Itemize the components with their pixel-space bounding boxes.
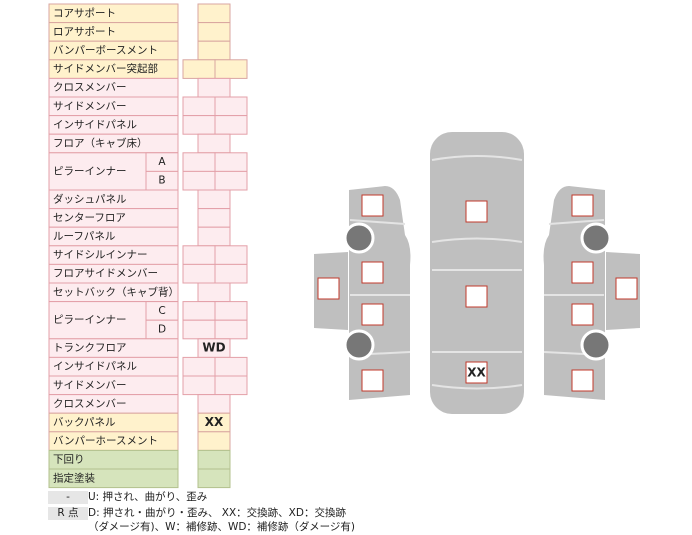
row-label: インサイドパネル — [53, 119, 137, 131]
legend-key-box — [48, 507, 88, 520]
check-cell — [197, 40, 231, 61]
row-label: サイドシルインナー — [53, 249, 148, 261]
sub-label: B — [158, 175, 165, 187]
row-label: バックパネル — [53, 417, 115, 429]
check-cell — [197, 226, 231, 247]
row-label: ロアサポート — [53, 26, 116, 38]
legend-key: - — [66, 491, 70, 503]
check-cell — [197, 282, 231, 303]
check-cell — [214, 356, 248, 377]
row-label: ピラーインナー — [53, 314, 127, 326]
check-cell — [182, 96, 216, 117]
row-label: バンパーボースメント — [53, 45, 158, 57]
legend-key-box — [48, 491, 88, 504]
check-cell — [197, 208, 231, 228]
legend-text: （ダメージ有)、W：補修跡、WD：補修跡（ダメージ有) — [88, 520, 355, 533]
row-label: トランクフロア — [53, 342, 127, 354]
check-cell — [197, 77, 231, 98]
row-label: サイドメンバー — [53, 379, 127, 391]
check-cell — [182, 263, 216, 284]
check-cell — [197, 189, 231, 210]
row-label: コアサポート — [53, 7, 116, 19]
row-label-cell — [48, 468, 179, 489]
check-cell — [214, 301, 248, 321]
check-cell — [182, 152, 216, 172]
diagram-mark: XX — [467, 366, 486, 380]
legend-key: R 点 — [57, 507, 78, 519]
row-label: 下回り — [53, 454, 85, 466]
check-cell — [182, 319, 216, 340]
row-label: ダッシュパネル — [53, 192, 127, 205]
check-cell — [182, 115, 216, 135]
row-label: ピラーインナー — [53, 165, 127, 177]
car-body — [430, 132, 524, 414]
row-label: フロアサイドメンバー — [53, 268, 158, 280]
check-cell — [182, 59, 216, 79]
car-diagram: XX — [314, 132, 640, 414]
row-label: ルーフパネル — [53, 231, 115, 243]
check-cell — [182, 170, 216, 191]
row-mark: XX — [205, 415, 224, 429]
right-side — [543, 186, 605, 400]
check-cell — [214, 245, 248, 265]
row-label: サイドメンバー — [53, 100, 127, 112]
row-label: インサイドパネル — [53, 361, 137, 373]
row-label: 指定塗装 — [53, 471, 95, 484]
check-cell — [214, 152, 248, 172]
check-cell — [197, 133, 231, 154]
legend-text: D: 押され・曲がり・歪み、 XX：交換跡、XD：交換跡 — [88, 506, 346, 519]
check-cell — [182, 245, 216, 265]
check-cell — [214, 96, 248, 117]
check-cell — [214, 115, 248, 135]
check-cell — [197, 22, 231, 42]
check-cell — [197, 431, 231, 451]
left-side — [349, 186, 411, 400]
sub-label: C — [158, 305, 165, 317]
check-cell — [197, 468, 231, 489]
sub-label: D — [158, 324, 166, 336]
row-label: フロア（キャブ床） — [53, 137, 148, 150]
check-cell — [182, 375, 216, 396]
check-cell — [214, 319, 248, 340]
row-mark: WD — [202, 341, 225, 355]
check-cell — [197, 3, 231, 24]
row-label: センターフロア — [53, 212, 126, 224]
row-label: サイドメンバー突起部 — [53, 62, 158, 75]
check-cell — [182, 301, 216, 321]
legend-text: U: 押され、曲がり、歪み — [88, 490, 207, 503]
check-cell — [182, 356, 216, 377]
check-cell — [214, 375, 248, 396]
row-label: クロスメンバー — [53, 398, 127, 410]
check-cell — [197, 449, 231, 470]
row-label: セットバック（キャブ背） — [53, 285, 179, 298]
sub-label: A — [158, 156, 166, 168]
check-cell — [214, 263, 248, 284]
check-cell — [197, 394, 231, 414]
check-cell — [214, 170, 248, 191]
row-label: クロスメンバー — [53, 82, 127, 94]
row-label: バンパーホースメント — [53, 435, 158, 447]
check-cell — [214, 59, 248, 79]
